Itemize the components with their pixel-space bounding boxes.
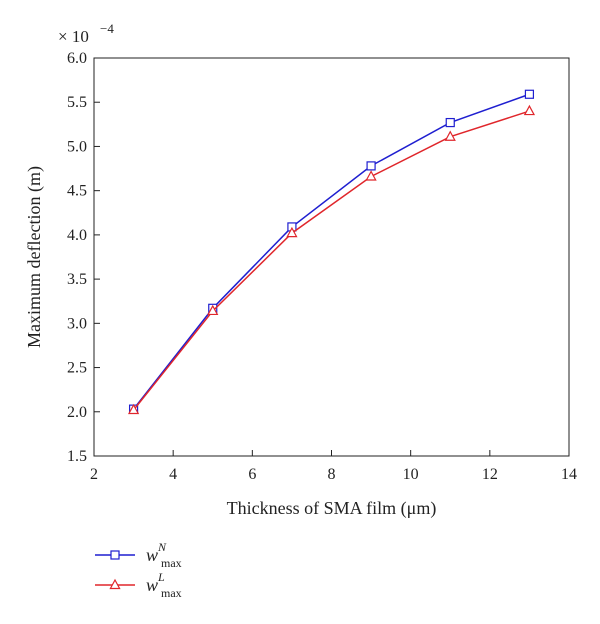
y-tick-label: 3.5 xyxy=(67,271,87,288)
legend-entry: wN max xyxy=(95,540,182,570)
y-tick-label: 4.0 xyxy=(67,227,87,244)
y-tick-label: 5.5 xyxy=(67,94,87,111)
data-point xyxy=(286,226,298,238)
data-point xyxy=(524,89,535,99)
plot-frame xyxy=(93,57,570,457)
legend-label: wL max xyxy=(146,570,182,600)
data-point xyxy=(127,403,140,415)
y-tick-label: 5.0 xyxy=(67,138,87,155)
data-point xyxy=(444,130,456,141)
series-line xyxy=(132,110,530,411)
legend-entry: wL max xyxy=(95,570,182,600)
y-tick-label: 3.0 xyxy=(67,315,87,332)
series-N xyxy=(128,89,535,414)
series-L xyxy=(127,104,536,415)
y-multiplier: × 10 −4 xyxy=(58,21,114,46)
data-point xyxy=(207,304,219,316)
y-tick-label: 4.5 xyxy=(67,183,87,200)
x-tick-label: 2 xyxy=(90,466,98,483)
data-point xyxy=(366,161,376,171)
x-tick-label: 10 xyxy=(403,466,419,483)
data-point xyxy=(523,104,536,116)
x-tick-label: 14 xyxy=(561,466,577,483)
legend-marker xyxy=(110,550,120,560)
axis-ticks xyxy=(93,57,570,457)
tick-labels: 2 4 6 8 10 12 14 1.5 2.0 2.5 3.0 3.5 4.0 4.5 5.0 5.5 6.0 xyxy=(67,50,577,483)
y-tick-label: 1.5 xyxy=(67,448,87,465)
y-tick-label: 6.0 xyxy=(67,50,87,67)
series-layer xyxy=(127,89,536,415)
y-tick-label: 2.0 xyxy=(67,404,87,421)
legend-label: wN max xyxy=(146,540,182,570)
series-line xyxy=(132,93,530,410)
legend-marker xyxy=(109,578,121,590)
y-tick-label: 2.5 xyxy=(67,360,87,377)
x-tick-label: 12 xyxy=(482,466,498,483)
x-tick-label: 8 xyxy=(328,466,336,483)
data-point xyxy=(445,117,455,128)
x-tick-label: 6 xyxy=(248,466,256,483)
y-axis-title: Maximum deflection (m) xyxy=(24,166,45,348)
x-tick-label: 4 xyxy=(169,466,177,483)
y-multiplier-exponent: −4 xyxy=(100,21,114,36)
y-multiplier-base: × 10 xyxy=(58,27,89,46)
data-point xyxy=(365,170,377,181)
x-axis-title: Thickness of SMA film (μm) xyxy=(227,498,437,519)
